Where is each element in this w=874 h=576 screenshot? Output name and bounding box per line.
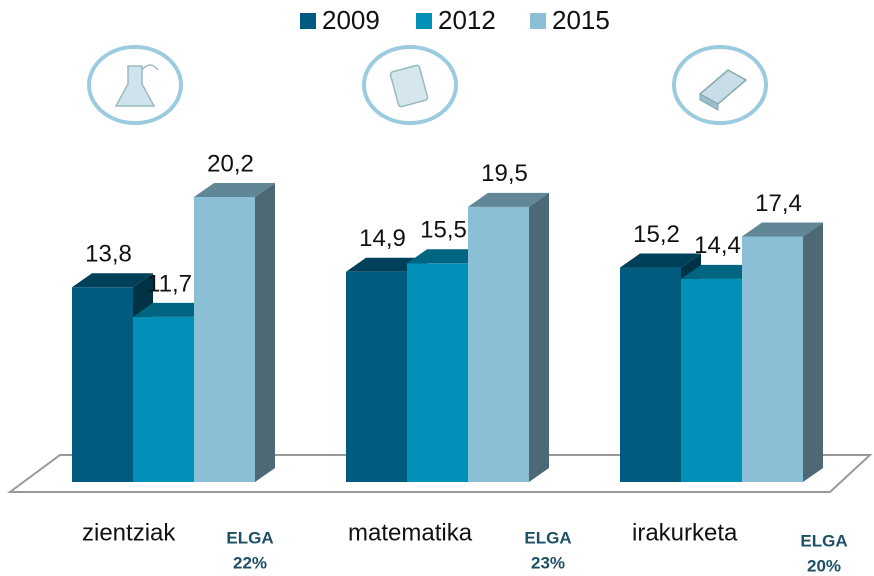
- bar-top: [742, 222, 823, 237]
- legend-swatch: [300, 13, 316, 29]
- bar: [72, 287, 133, 482]
- data-label: 11,7: [147, 270, 192, 297]
- annotation-value: 20%: [807, 556, 841, 575]
- bar: [742, 236, 803, 482]
- bar: [407, 263, 468, 482]
- bar-top: [346, 257, 427, 272]
- bar-side: [255, 183, 275, 482]
- bar-top: [681, 264, 762, 279]
- data-label: 14,9: [359, 225, 406, 252]
- bar-top: [620, 253, 701, 268]
- bar-side: [529, 192, 549, 483]
- legend-label: 2009: [322, 5, 380, 35]
- data-label: 14,4: [694, 232, 741, 259]
- icon: [87, 45, 183, 125]
- bar: [346, 271, 407, 482]
- data-label: 15,2: [633, 221, 680, 248]
- annotation-label: ELGA: [226, 528, 273, 547]
- bar: [620, 267, 681, 482]
- bar-top: [468, 192, 549, 207]
- bar-side: [803, 222, 823, 482]
- annotation-value: 23%: [531, 553, 565, 572]
- annotation-value: 22%: [233, 553, 267, 572]
- legend-swatch: [530, 13, 546, 29]
- bar: [468, 206, 529, 483]
- bar-top: [407, 249, 488, 264]
- icon: [672, 45, 768, 125]
- bar: [133, 316, 194, 482]
- annotation-label: ELGA: [524, 528, 571, 547]
- data-label: 15,5: [420, 217, 467, 244]
- data-label: 17,4: [755, 190, 802, 217]
- legend-label: 2012: [438, 5, 496, 35]
- data-label: 13,8: [85, 241, 132, 268]
- category-label: matematika: [348, 519, 473, 546]
- bar: [681, 278, 742, 482]
- legend-label: 2015: [552, 5, 610, 35]
- data-label: 19,5: [481, 160, 528, 187]
- icon: [362, 45, 458, 125]
- category-label: irakurketa: [632, 519, 738, 546]
- bar-top: [133, 302, 214, 317]
- category-label: zientziak: [82, 519, 176, 546]
- bar: [194, 197, 255, 482]
- data-label: 20,2: [207, 150, 254, 177]
- bar-top: [72, 273, 153, 288]
- annotation-label: ELGA: [800, 531, 847, 550]
- bar-top: [194, 183, 275, 197]
- legend-swatch: [416, 13, 432, 29]
